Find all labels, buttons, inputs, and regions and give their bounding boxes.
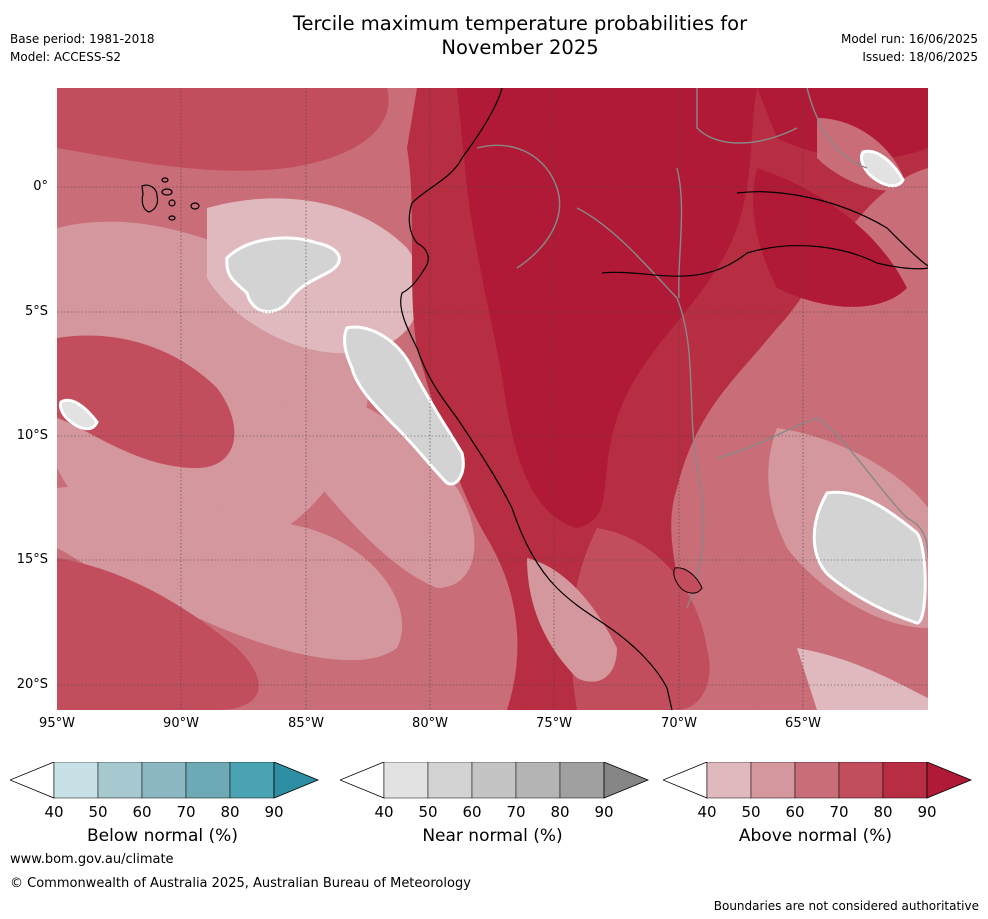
near-normal-patch-bolivia [812, 490, 927, 625]
colorbar-tick-label: 90 [264, 803, 283, 821]
colorbar-segment [750, 762, 796, 799]
colorbar-tick-label: 80 [220, 803, 239, 821]
colorbar-above-title: Above normal (%) [738, 826, 893, 846]
colorbar-segment [141, 762, 187, 799]
lon-label-75w: 75°W [536, 716, 572, 731]
colorbar-tick-label: 70 [176, 803, 195, 821]
colorbar-segment [229, 762, 275, 799]
land-very-high-east [753, 168, 907, 307]
near-normal-patch-west [59, 398, 99, 431]
title-line-2: November 2025 [441, 36, 599, 59]
colorbar-upper-extension [926, 762, 973, 799]
colorbar-tick-label: 40 [374, 803, 393, 821]
colorbar-lower-extension [10, 762, 55, 799]
colorbar-segment [185, 762, 231, 799]
colorbar-tick-label: 40 [44, 803, 63, 821]
colorbar-above-normal: 40 50 60 70 80 90 [663, 762, 973, 821]
colorbar-tick-label: 50 [88, 803, 107, 821]
colorbar-tick-label: 60 [132, 803, 151, 821]
colorbar-tick-label: 80 [873, 803, 892, 821]
colorbar-segment [838, 762, 884, 799]
grid-lines [57, 88, 928, 710]
colorbar-tick-label: 80 [550, 803, 569, 821]
amazon-river [601, 191, 928, 277]
copyright-text: © Commonwealth of Australia 2025, Austra… [10, 876, 471, 891]
land-pale-south [527, 558, 617, 682]
title-line-1: Tercile maximum temperature probabilitie… [292, 12, 748, 35]
issued-text: Issued: 18/06/2025 [862, 50, 978, 64]
base-period-text: Base period: 1981-2018 [10, 32, 155, 46]
colorbar-tick-label: 70 [506, 803, 525, 821]
lat-label-15s: 15°S [16, 552, 48, 567]
map-title: Tercile maximum temperature probabilitie… [220, 12, 820, 60]
coastline [400, 88, 673, 710]
colorbar-below-title: Below normal (%) [87, 826, 238, 846]
colorbar-tick-label: 70 [829, 803, 848, 821]
meta-left: Base period: 1981-2018 Model: ACCESS-S2 [10, 30, 155, 66]
colorbar-near-title: Near normal (%) [422, 826, 563, 846]
lat-label-0: 0° [33, 179, 48, 194]
colorbar-near-normal: 40 50 60 70 80 90 [340, 762, 650, 821]
colorbar-segment [706, 762, 752, 799]
lon-label-90w: 90°W [163, 716, 199, 731]
colorbar-tick-label: 40 [697, 803, 716, 821]
lat-label-20s: 20°S [16, 677, 48, 692]
colorbar-segment [97, 762, 143, 799]
website-link[interactable]: www.bom.gov.au/climate [10, 852, 174, 867]
model-text: Model: ACCESS-S2 [10, 50, 122, 64]
colorbar-tick-label: 50 [418, 803, 437, 821]
lon-label-95w: 95°W [39, 716, 75, 731]
lat-label-5s: 5°S [24, 304, 48, 319]
near-normal-patch-northeast [859, 149, 905, 188]
near-normal-patch-peru [343, 325, 465, 486]
colorbar-upper-extension [603, 762, 650, 799]
colorbar-tick-label: 50 [741, 803, 760, 821]
colorbar-segment [559, 762, 605, 799]
ocean-band-pale-3 [57, 486, 403, 661]
colorbar-segment [515, 762, 561, 799]
colorbar-upper-extension [273, 762, 320, 799]
southeast-pale [797, 648, 928, 710]
country-borders [476, 88, 928, 609]
probability-map [57, 88, 928, 710]
lon-label-85w: 85°W [288, 716, 324, 731]
colorbar-segment [383, 762, 429, 799]
colorbar-tick-label: 60 [785, 803, 804, 821]
colorbar-segment [53, 762, 99, 799]
colorbar-below-normal: 40 50 60 70 80 90 [10, 762, 320, 821]
near-normal-patch-galapagos [225, 236, 341, 314]
disclaimer-text: Boundaries are not considered authoritat… [713, 899, 979, 913]
colorbar-segment [427, 762, 473, 799]
colorbar-tick-label: 60 [462, 803, 481, 821]
land-very-high [457, 88, 757, 528]
lake-titicaca [673, 567, 703, 594]
colorbar-tick-label: 90 [594, 803, 613, 821]
model-run-text: Model run: 16/06/2025 [840, 32, 978, 46]
lon-label-65w: 65°W [785, 716, 821, 731]
colorbar-lower-extension [663, 762, 708, 799]
ocean-band-dark [57, 335, 235, 468]
meta-right: Model run: 16/06/2025 Issued: 18/06/2025 [841, 30, 978, 66]
colorbar-segment [471, 762, 517, 799]
colorbar-tick-label: 90 [917, 803, 936, 821]
ocean-band-dark-2 [57, 558, 259, 710]
lat-label-10s: 10°S [16, 428, 48, 443]
colorbar-lower-extension [340, 762, 385, 799]
colorbar-segment [794, 762, 840, 799]
lon-label-70w: 70°W [661, 716, 697, 731]
ocean-band-dark-3 [57, 88, 389, 171]
galapagos-islands [141, 177, 200, 221]
lon-label-80w: 80°W [412, 716, 448, 731]
colorbar-segment [882, 762, 928, 799]
ocean-band-dark-4 [277, 386, 475, 588]
